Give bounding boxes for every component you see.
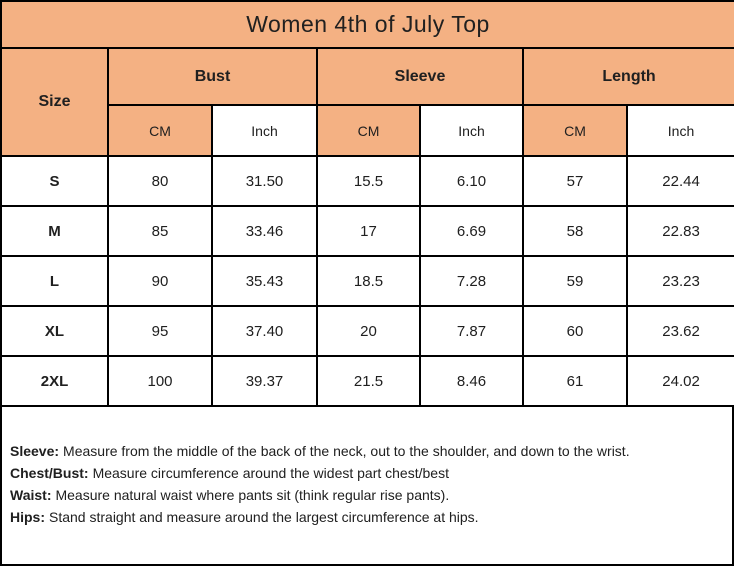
note-chest-bust-label: Chest/Bust: <box>10 465 89 481</box>
size-label: XL <box>0 305 109 357</box>
group-header-row: Size Bust Sleeve Length <box>0 47 734 157</box>
cell-length-inch: 24.02 <box>625 355 734 407</box>
note-hips-text: Stand straight and measure around the la… <box>49 509 479 525</box>
cell-length-cm: 57 <box>522 155 628 207</box>
group-header-bust: Bust <box>107 47 318 106</box>
cell-bust-cm: 80 <box>107 155 213 207</box>
size-label: M <box>0 205 109 257</box>
size-column-header: Size <box>0 47 109 157</box>
cell-length-inch: 23.23 <box>625 255 734 307</box>
cell-sleeve-cm: 20 <box>316 305 421 357</box>
cell-length-cm: 59 <box>522 255 628 307</box>
cell-length-cm: 58 <box>522 205 628 257</box>
note-hips: Hips: Stand straight and measure around t… <box>10 506 722 528</box>
note-sleeve: Sleeve: Measure from the middle of the ba… <box>10 440 722 462</box>
table-row-l: L 90 35.43 18.5 7.28 59 23.23 <box>0 255 734 307</box>
length-cm-header: CM <box>522 104 628 157</box>
sleeve-inch-header: Inch <box>419 104 524 157</box>
cell-bust-inch: 35.43 <box>211 255 318 307</box>
page-title: Women 4th of July Top <box>0 0 734 49</box>
group-header-sleeve: Sleeve <box>316 47 524 106</box>
table-row-2xl: 2XL 100 39.37 21.5 8.46 61 24.02 <box>0 355 734 407</box>
cell-bust-cm: 90 <box>107 255 213 307</box>
size-chart-table: Women 4th of July Top Size Bust Sleeve L… <box>0 0 734 407</box>
size-label: L <box>0 255 109 307</box>
cell-sleeve-cm: 21.5 <box>316 355 421 407</box>
cell-bust-cm: 100 <box>107 355 213 407</box>
note-chest-bust-text: Measure circumference around the widest … <box>92 465 449 481</box>
cell-length-cm: 60 <box>522 305 628 357</box>
cell-bust-inch: 33.46 <box>211 205 318 257</box>
note-waist: Waist: Measure natural waist where pants … <box>10 484 722 506</box>
size-label: S <box>0 155 109 207</box>
title-row: Women 4th of July Top <box>0 0 734 49</box>
table-row-m: M 85 33.46 17 6.69 58 22.83 <box>0 205 734 257</box>
cell-length-cm: 61 <box>522 355 628 407</box>
cell-sleeve-cm: 18.5 <box>316 255 421 307</box>
note-waist-label: Waist: <box>10 487 52 503</box>
cell-length-inch: 22.44 <box>625 155 734 207</box>
note-sleeve-label: Sleeve: <box>10 443 60 459</box>
note-hips-label: Hips: <box>10 509 45 525</box>
cell-sleeve-inch: 7.28 <box>419 255 524 307</box>
cell-bust-inch: 31.50 <box>211 155 318 207</box>
cell-length-inch: 23.62 <box>625 305 734 357</box>
unit-header-row: CM Inch CM Inch CM Inch <box>1 104 734 157</box>
table-row-xl: XL 95 37.40 20 7.87 60 23.62 <box>0 305 734 357</box>
note-sleeve-text: Measure from the middle of the back of t… <box>63 443 630 459</box>
bust-cm-header: CM <box>107 104 213 157</box>
size-label: 2XL <box>0 355 109 407</box>
cell-bust-inch: 39.37 <box>211 355 318 407</box>
cell-sleeve-cm: 15.5 <box>316 155 421 207</box>
note-chest-bust: Chest/Bust: Measure circumference around … <box>10 462 722 484</box>
cell-length-inch: 22.83 <box>625 205 734 257</box>
cell-sleeve-inch: 6.69 <box>419 205 524 257</box>
cell-sleeve-inch: 6.10 <box>419 155 524 207</box>
group-header-length: Length <box>521 47 734 106</box>
length-inch-header: Inch <box>625 104 734 157</box>
bust-inch-header: Inch <box>211 104 318 157</box>
sleeve-cm-header: CM <box>316 104 421 157</box>
cell-bust-cm: 95 <box>107 305 213 357</box>
cell-sleeve-inch: 7.87 <box>419 305 524 357</box>
table-row-s: S 80 31.50 15.5 6.10 57 22.44 <box>0 155 734 207</box>
note-waist-text: Measure natural waist where pants sit (t… <box>55 487 450 503</box>
cell-sleeve-cm: 17 <box>316 205 421 257</box>
cell-bust-inch: 37.40 <box>211 305 318 357</box>
cell-sleeve-inch: 8.46 <box>419 355 524 407</box>
cell-bust-cm: 85 <box>107 205 213 257</box>
measurement-notes: Sleeve: Measure from the middle of the ba… <box>0 407 734 566</box>
